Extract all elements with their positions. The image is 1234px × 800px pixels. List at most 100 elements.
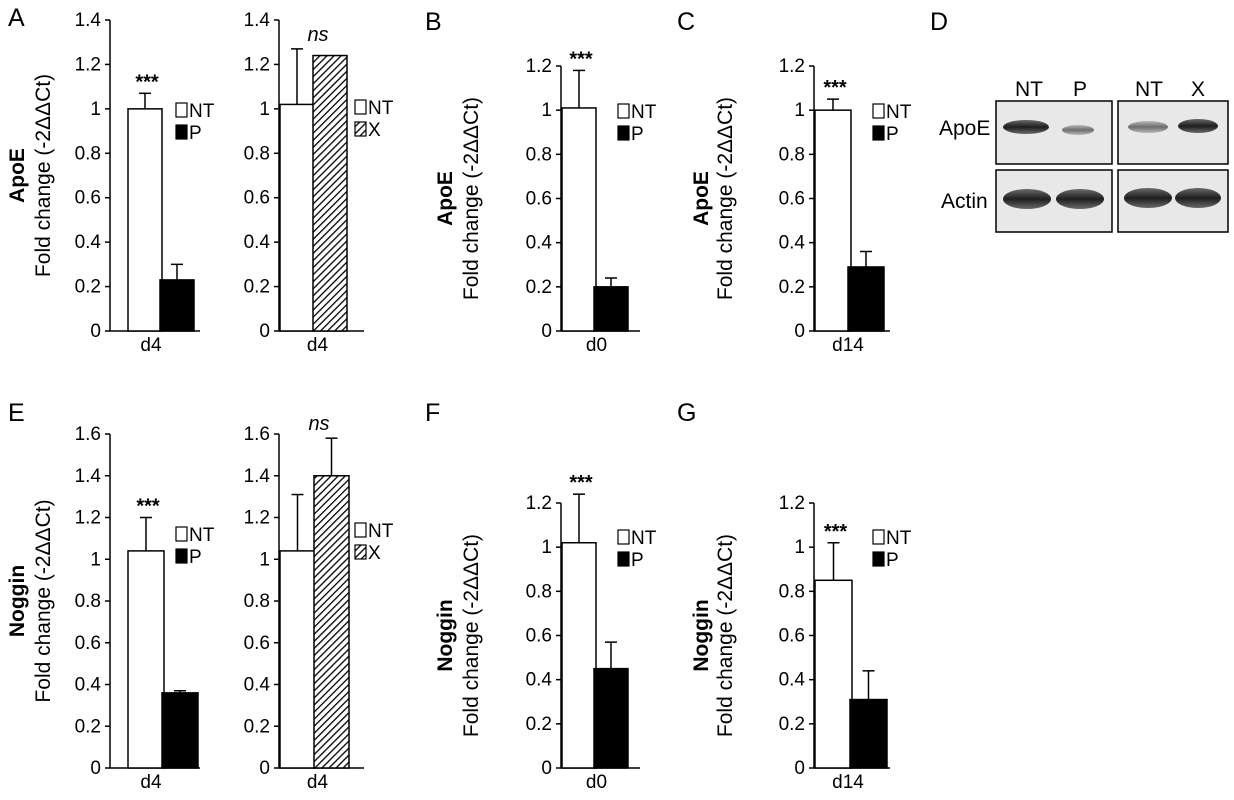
legend-swatch-nt [175,102,188,118]
legend-swatch-x [354,544,367,560]
y-tick-label: 0.2 [779,277,805,298]
chart-f-noggin-d0: 0 0.2 0.4 0.6 0.8 1 1.2 *** d0 NTP Fold change (-2… [434,472,657,793]
y-axis-title: Fold change (-2ΔΔCt) [32,499,55,702]
y-tick-label: 0.4 [75,232,102,253]
x-category-label: d0 [586,772,607,793]
y-tick-label: 1.2 [75,508,101,529]
x-category-label: d14 [832,772,864,793]
bar-p [593,667,629,769]
legend-label-p: P [631,124,644,145]
blot-lane-label: NT [1135,78,1163,101]
y-tick-label: 1.4 [75,466,102,487]
blot-lane-label: X [1191,78,1205,101]
y-tick-label: 0 [259,321,270,342]
y-tick-label: 0.4 [526,670,553,691]
chart-a-apoe-x: 0 0.2 0.4 0.6 0.8 1 1.2 1.4 ns d4 NTX [244,10,394,356]
y-axis-title: Fold change (-2ΔΔCt) [460,97,483,300]
y-tick-label: 1 [794,537,805,558]
chart-c-apoe-d14: 0 0.2 0.4 0.6 0.8 1 1.2 *** d14 NTP Fold change (-… [690,56,912,356]
gene-label: Noggin [690,599,713,671]
chart-g-noggin-d14: 0 0.2 0.4 0.6 0.8 1 1.2 *** d14 NTP Fold change (-… [690,493,912,793]
y-tick-label: 0.6 [526,189,552,210]
panel-label-A: A [8,4,25,32]
significance-ns: ns [307,24,328,46]
y-tick-label: 0.4 [779,233,806,254]
y-tick-label: 1.2 [244,54,270,75]
bar-nt [814,109,852,332]
panel-label-E: E [8,399,25,427]
blot-band [1124,188,1172,208]
y-tick-label: 0.2 [244,277,270,298]
y-tick-label: 1 [541,537,552,558]
x-category-label: d4 [140,772,162,793]
chart-e-noggin-p: 0 0.2 0.4 0.6 0.8 1 1.2 1.4 1.6 *** d4 NTP Fold chan… [6,424,215,793]
legend-swatch-nt [354,99,367,115]
bar-nt [561,107,597,332]
y-tick-label: 1 [259,549,270,570]
panel-label-D: D [930,8,948,36]
legend-label-nt: NT [189,525,215,546]
y-tick-label: 0.2 [244,716,270,737]
y-tick-label: 0.8 [779,581,805,602]
y-tick-label: 0 [259,758,270,779]
y-tick-label: 1 [90,99,101,120]
y-tick-label: 1 [794,100,805,121]
legend-label-x: X [368,120,381,141]
blot-lane-label: P [1073,78,1087,101]
y-tick-label: 0.2 [526,277,552,298]
significance-marker: *** [136,496,160,518]
y-tick-label: 0.8 [244,143,270,164]
significance-ns: ns [308,413,329,435]
bar-nt [814,579,853,769]
bar-nt [279,550,316,769]
blot-band [1062,125,1094,135]
gene-label: ApoE [6,148,29,203]
y-axis-title: Fold change (-2ΔΔCt) [714,97,737,300]
y-tick-label: 0.6 [244,188,270,209]
gene-label: Noggin [6,565,29,637]
y-axis-title: Fold change (-2ΔΔCt) [714,534,737,737]
y-tick-label: 0.6 [75,188,101,209]
x-category-label: d14 [832,335,864,356]
y-tick-label: 0.2 [75,716,101,737]
bar-x [312,54,348,332]
blot-band [1003,189,1051,209]
legend-label-nt: NT [886,102,912,123]
significance-marker: *** [135,71,159,93]
y-tick-label: 0 [541,758,552,779]
y-tick-label: 1 [541,100,552,121]
bar-nt [561,542,597,769]
legend-swatch-p [617,125,630,141]
y-tick-label: 0.8 [75,143,101,164]
y-tick-label: 0.8 [244,591,270,612]
significance-marker: *** [824,521,848,543]
significance-marker: *** [569,472,593,494]
bar-x [313,475,350,769]
y-tick-label: 0.4 [244,232,271,253]
y-tick-label: 0.4 [244,675,271,696]
bar-p [161,692,199,769]
blot-band [1056,189,1104,209]
legend-label-p: P [886,124,899,145]
legend-swatch-p [175,124,188,140]
legend-label-x: X [368,543,381,564]
y-tick-label: 1.2 [244,508,270,529]
y-tick-label: 0.8 [526,581,552,602]
y-tick-label: 0 [794,758,805,779]
y-tick-label: 1 [90,549,101,570]
blot-row-label-actin: Actin [941,190,988,213]
legend-swatch-nt [617,529,630,545]
chart-a-apoe-p: 0 0.2 0.4 0.6 0.8 1 1.2 1.4 *** d4 NTP Fold change … [6,10,215,356]
y-tick-label: 1.4 [244,10,271,31]
y-tick-label: 0.8 [75,591,101,612]
bar-p [159,279,195,332]
gene-label: ApoE [434,171,457,226]
y-tick-label: 0 [794,321,805,342]
legend-label-nt: NT [368,521,394,542]
y-tick-label: 1.2 [526,56,552,77]
blot-lane-label: NT [1015,78,1043,101]
bar-nt [127,550,165,769]
legend-label-nt: NT [631,102,657,123]
blot-frame [1117,100,1229,165]
panel-label-F: F [425,399,440,427]
